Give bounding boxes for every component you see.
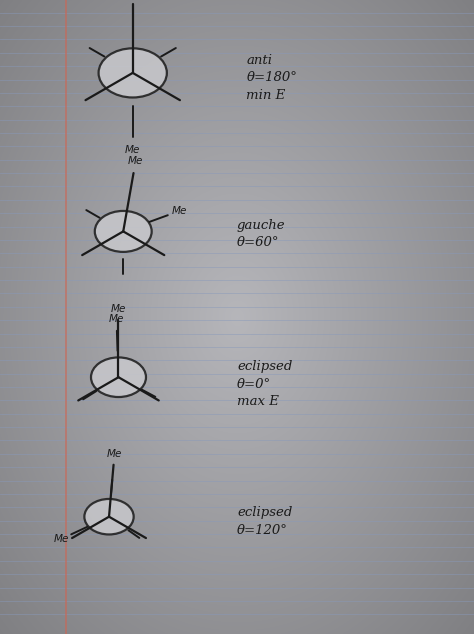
Text: max E: max E: [237, 396, 279, 408]
Text: gauche: gauche: [237, 219, 286, 231]
Text: min E: min E: [246, 89, 286, 102]
Text: θ=180°: θ=180°: [246, 72, 297, 84]
Text: anti: anti: [246, 54, 273, 67]
Text: Me: Me: [125, 145, 140, 155]
Text: eclipsed: eclipsed: [237, 506, 292, 519]
Ellipse shape: [95, 211, 152, 252]
Ellipse shape: [99, 48, 167, 98]
Text: θ=0°: θ=0°: [237, 378, 271, 391]
Ellipse shape: [91, 358, 146, 397]
Text: Me: Me: [128, 157, 143, 166]
Text: eclipsed: eclipsed: [237, 360, 292, 373]
Ellipse shape: [84, 499, 134, 534]
Text: Me: Me: [111, 304, 126, 313]
Text: Me: Me: [171, 206, 187, 216]
Text: θ=60°: θ=60°: [237, 236, 280, 249]
Text: θ=120°: θ=120°: [237, 524, 288, 536]
Text: Me: Me: [54, 534, 70, 544]
Text: Me: Me: [109, 314, 124, 324]
Text: Me: Me: [107, 450, 122, 460]
